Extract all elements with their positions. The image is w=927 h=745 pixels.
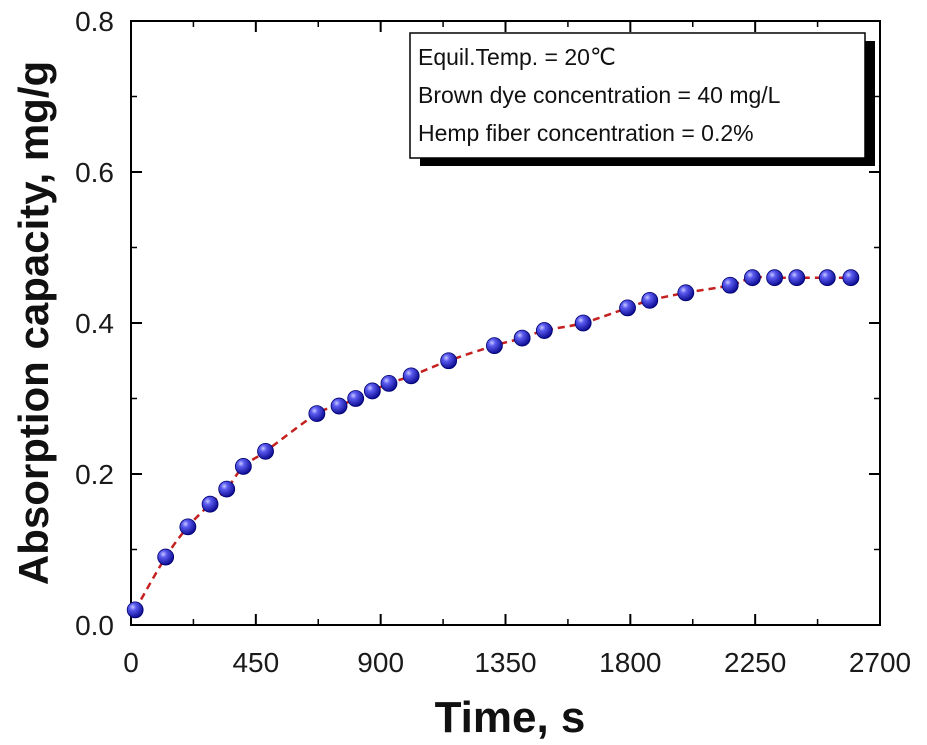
data-point <box>818 269 836 287</box>
tick-labels: 0 450 900 1350 1800 2250 2700 0.0 0.2 0.4 0.6 0.8 <box>75 6 911 678</box>
x-tick-label: 1350 <box>474 647 536 678</box>
data-point <box>363 382 381 400</box>
legend: Equil.Temp. = 20℃ Brown dye concentration… <box>409 32 875 166</box>
y-tick-label: 0.2 <box>75 459 114 490</box>
data-point <box>201 495 219 513</box>
x-tick-label: 2700 <box>849 647 911 678</box>
data-point <box>347 390 365 407</box>
x-tick-label: 450 <box>232 647 279 678</box>
fit-curve-layer <box>134 275 851 611</box>
data-point <box>677 284 695 302</box>
data-point <box>380 374 398 392</box>
x-tick-label: 0 <box>123 647 139 678</box>
data-point <box>234 458 252 475</box>
legend-annotation: Hemp fiber concentration = 0.2% <box>418 120 754 146</box>
data-point <box>440 352 458 370</box>
data-point <box>721 276 739 294</box>
data-point <box>788 269 806 287</box>
data-point <box>535 322 553 339</box>
fit-curve <box>134 275 851 611</box>
y-tick-label: 0.6 <box>75 157 114 188</box>
data-point <box>126 601 144 619</box>
y-tick-label: 0.4 <box>75 308 114 339</box>
data-point <box>574 314 592 332</box>
data-point <box>766 269 783 287</box>
y-tick-label: 0.8 <box>75 6 114 37</box>
data-points <box>126 269 860 619</box>
y-axis-label: Absorption capacity, mg/g <box>10 61 57 585</box>
data-point <box>842 269 860 287</box>
legend-box <box>409 32 866 159</box>
data-point <box>308 405 326 423</box>
data-point <box>486 337 503 355</box>
x-tick-label: 900 <box>357 647 404 678</box>
data-point <box>257 442 274 460</box>
legend-annotation: Brown dye concentration = 40 mg/L <box>418 82 781 108</box>
data-point <box>330 397 348 415</box>
data-point <box>513 329 531 347</box>
data-point <box>218 480 236 498</box>
x-axis-label: Time, s <box>435 693 586 742</box>
x-tick-label: 2250 <box>724 647 786 678</box>
data-point <box>743 269 761 287</box>
data-point <box>402 367 420 385</box>
x-tick-label: 1800 <box>599 647 661 678</box>
data-point <box>619 299 636 317</box>
y-tick-label: 0.0 <box>75 610 114 641</box>
axes <box>130 20 881 626</box>
legend-annotation: Equil.Temp. = 20℃ <box>418 44 616 70</box>
data-point <box>157 548 175 566</box>
data-point <box>641 291 659 309</box>
data-point <box>179 518 197 536</box>
